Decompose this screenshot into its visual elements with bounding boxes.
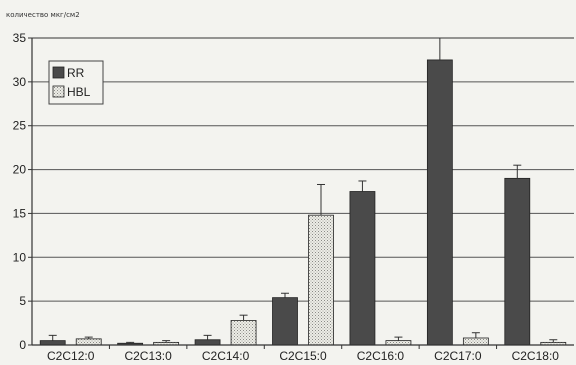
x-tick-labels: C2C12:0 C2C13:0 C2C14:0 C2C15:0 C2C16:0 C2C17… — [47, 349, 559, 363]
x-tick-label: C2C12:0 — [47, 349, 95, 363]
y-tick-label: 35 — [13, 31, 27, 45]
y-tick-label: 25 — [13, 119, 27, 133]
bar-rr-c2c120 — [39, 340, 66, 346]
x-tick-label: C2C15:0 — [279, 349, 327, 363]
legend-swatch-rr — [52, 66, 65, 79]
y-tick-label: 20 — [13, 163, 27, 177]
y-axis-label: количество мкг/см2 — [6, 11, 80, 19]
axes — [31, 37, 574, 349]
x-tick-label: C2C17:0 — [434, 349, 482, 363]
y-tick-label: 5 — [19, 294, 26, 308]
x-tick-label: C2C18:0 — [512, 349, 560, 363]
bar-rr-c2c160 — [349, 191, 376, 346]
error-bars — [48, 37, 558, 344]
bars — [39, 59, 567, 346]
x-tick-label: C2C14:0 — [202, 349, 250, 363]
bar-rr-c2c170 — [426, 59, 453, 346]
bar-hbl-c2c160 — [385, 340, 412, 346]
legend-swatch-hbl — [52, 85, 65, 98]
legend-label-rr: RR — [67, 66, 85, 80]
y-tick-label: 15 — [13, 206, 27, 220]
y-tick-labels: 0 5 10 15 20 25 30 35 — [13, 31, 27, 352]
x-tick-label: C2C16:0 — [357, 349, 405, 363]
bar-hbl-c2c150 — [308, 214, 334, 346]
bar-rr-c2c140 — [194, 339, 221, 346]
y-tick-label: 0 — [19, 338, 26, 352]
x-tick-label: C2C13:0 — [124, 349, 172, 363]
legend-label-hbl: HBL — [67, 85, 91, 99]
bar-hbl-c2c120 — [75, 338, 102, 346]
bar-hbl-c2c170 — [462, 337, 489, 346]
y-tick-label: 30 — [13, 75, 27, 89]
bar-rr-c2c180 — [504, 177, 531, 346]
y-tick-label: 10 — [13, 250, 27, 264]
legend: RR HBL — [48, 60, 104, 105]
bar-rr-c2c150 — [272, 297, 298, 346]
bar-hbl-c2c140 — [230, 320, 257, 346]
grid-lines — [28, 37, 574, 346]
